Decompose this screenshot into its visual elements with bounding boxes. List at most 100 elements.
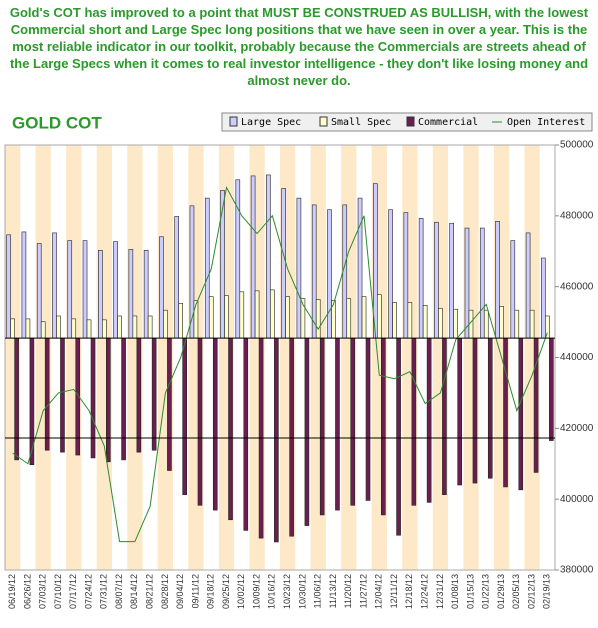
bar [396, 337, 401, 536]
x-tick-label: 06/19/12 [7, 574, 17, 609]
bar [121, 337, 126, 461]
bar [510, 240, 516, 339]
bar [315, 299, 321, 339]
bar [128, 249, 134, 339]
bar [67, 240, 73, 339]
bar [98, 249, 103, 339]
x-tick-label: 01/15/13 [465, 574, 475, 609]
bar [204, 197, 210, 339]
bar [106, 337, 111, 463]
bar [113, 241, 118, 339]
x-tick-label: 10/09/12 [251, 574, 261, 609]
x-tick-label: 09/11/12 [190, 574, 200, 608]
bar [224, 295, 229, 339]
legend-swatch [319, 116, 328, 127]
bar [143, 249, 149, 339]
bar [82, 240, 88, 339]
x-tick-label: 10/30/12 [297, 574, 307, 609]
x-tick-label: 12/31/12 [435, 574, 445, 609]
bar [36, 243, 42, 339]
x-tick-label: 11/06/12 [313, 574, 323, 608]
bar [228, 337, 233, 521]
bar [311, 204, 317, 339]
bar [365, 337, 371, 501]
y2-tick-label: 420000 [560, 423, 594, 434]
bar [377, 294, 382, 339]
bar [487, 337, 493, 479]
bar [407, 302, 413, 339]
bar [346, 298, 352, 339]
bar [549, 337, 554, 441]
bar [304, 337, 310, 526]
bar [483, 309, 489, 339]
legend-label: Small Spec [331, 117, 391, 128]
bar [220, 190, 225, 339]
x-tick-label: 08/28/12 [160, 574, 170, 609]
bar [529, 309, 535, 339]
x-tick-label: 11/20/12 [343, 574, 353, 608]
bar [239, 291, 245, 339]
bar [151, 337, 157, 451]
bar [159, 236, 164, 339]
bar [132, 315, 138, 339]
bar [163, 309, 168, 339]
bar [514, 309, 520, 339]
bar [296, 197, 302, 339]
x-tick-label: 02/12/13 [526, 574, 536, 609]
x-tick-label: 09/04/12 [175, 574, 185, 609]
bar [503, 337, 508, 488]
chart-title: GOLD COT [12, 113, 102, 132]
y2-tick-label: 440000 [560, 352, 594, 363]
y2-tick-label: 380000 [560, 565, 594, 576]
bar [174, 216, 179, 339]
x-tick-label: 10/02/12 [236, 574, 246, 609]
x-tick-label: 07/03/12 [38, 574, 48, 609]
x-tick-label: 12/11/12 [389, 574, 399, 608]
bar [327, 209, 332, 339]
bar [361, 296, 367, 339]
bar [182, 337, 187, 495]
x-tick-label: 09/18/12 [206, 574, 216, 609]
legend-label: Large Spec [241, 117, 301, 128]
x-tick-label: 08/07/12 [114, 574, 124, 609]
y2-tick-label: 400000 [560, 494, 594, 505]
bar [254, 290, 260, 339]
bar [289, 337, 294, 537]
x-tick-label: 08/14/12 [129, 574, 139, 609]
bar [52, 232, 57, 339]
bar [518, 337, 524, 491]
x-tick-label: 01/08/13 [450, 574, 460, 609]
bar [438, 307, 443, 339]
bar [388, 209, 393, 339]
bar [449, 222, 454, 339]
bar [60, 337, 65, 453]
bar [40, 321, 46, 339]
bar [274, 337, 279, 543]
bar [212, 337, 218, 511]
bar [442, 337, 447, 495]
bar [14, 337, 19, 461]
bar [472, 337, 478, 484]
legend-swatch [229, 116, 238, 127]
x-tick-label: 07/10/12 [53, 574, 63, 609]
bar [235, 179, 241, 339]
legend-label: Open Interest [507, 117, 585, 128]
bar [25, 318, 31, 339]
bar [285, 296, 290, 339]
bar [243, 337, 249, 531]
bar [86, 319, 92, 339]
bar [178, 303, 183, 339]
x-tick-label: 10/23/12 [282, 574, 292, 609]
annotation: Gold's COT has improved to a point that … [9, 5, 589, 88]
bar [44, 337, 50, 451]
x-tick-label: 12/18/12 [404, 574, 414, 609]
bar [495, 221, 500, 339]
bar [167, 337, 172, 471]
bar [499, 306, 504, 339]
bar [270, 289, 275, 339]
bar [197, 337, 203, 506]
bar [250, 175, 256, 339]
bar [453, 308, 458, 339]
